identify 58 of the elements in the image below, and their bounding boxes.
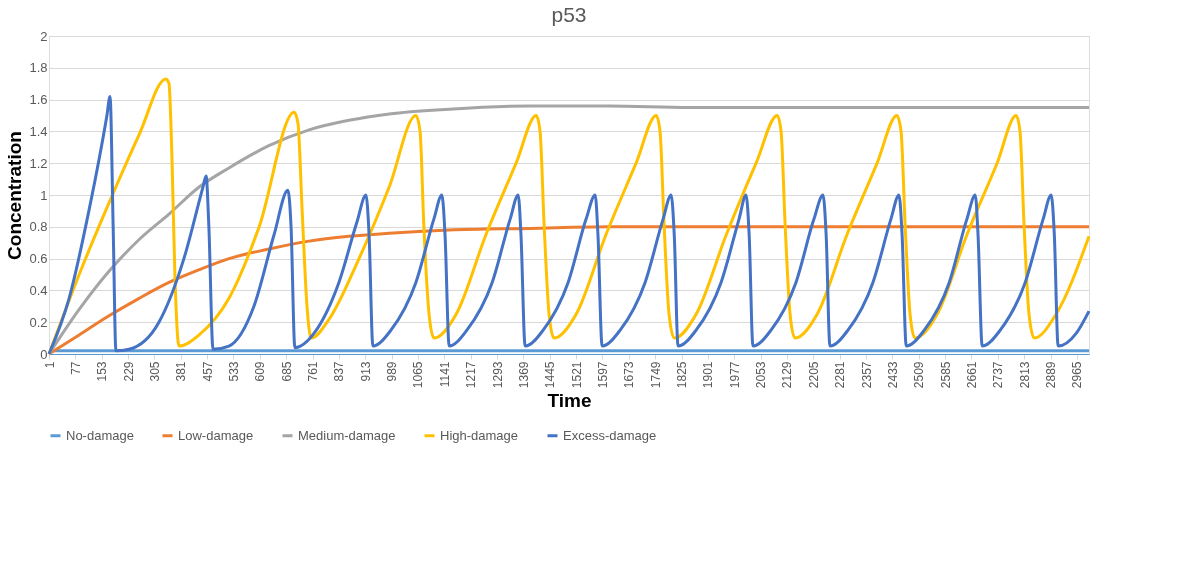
- x-tick-label: 2357: [859, 361, 874, 389]
- x-tick-label: 2585: [938, 361, 953, 389]
- x-tick-label: 1977: [727, 361, 742, 389]
- legend-label: No-damage: [66, 427, 134, 443]
- y-tick-label: 0.6: [29, 251, 48, 267]
- x-tick-label: 305: [147, 361, 162, 382]
- y-tick-label: 0.4: [29, 282, 48, 298]
- y-tick-label: 2: [40, 28, 48, 44]
- x-tick-label: 2433: [885, 361, 900, 389]
- x-tick-label: 2053: [754, 361, 769, 389]
- x-tick-label: 1217: [464, 361, 479, 389]
- x-tick-label: 2889: [1044, 361, 1059, 389]
- x-tick-label: 1597: [595, 361, 610, 389]
- x-tick-label: 229: [121, 361, 136, 382]
- x-tick-label: 2965: [1070, 361, 1085, 389]
- y-tick-label: 1: [40, 187, 48, 203]
- x-tick-label: 2205: [806, 361, 821, 389]
- x-tick-label: 609: [253, 361, 268, 382]
- legend-label: High-damage: [440, 427, 519, 443]
- x-tick-label: 1141: [437, 361, 452, 388]
- x-tick-label: 1293: [490, 361, 505, 389]
- x-tick-label: 533: [226, 361, 241, 382]
- x-tick-label: 837: [332, 361, 347, 382]
- legend-label: Low-damage: [178, 427, 254, 443]
- x-tick-label: 1825: [675, 361, 690, 389]
- x-tick-label: 1521: [569, 361, 584, 389]
- x-tick-label: 761: [306, 361, 321, 382]
- x-tick-label: 2813: [1017, 361, 1032, 389]
- x-tick-label: 1673: [622, 361, 637, 389]
- x-tick-label: 2509: [912, 361, 927, 389]
- legend-label: Excess-damage: [563, 427, 657, 443]
- x-tick-label: 913: [358, 361, 373, 382]
- y-tick-label: 0.8: [29, 219, 48, 235]
- x-tick-label: 457: [200, 361, 215, 382]
- y-tick-label: 1.4: [29, 123, 48, 139]
- x-tick-label: 989: [385, 361, 400, 382]
- x-axis-title: Time: [547, 390, 592, 412]
- y-tick-label: 1.8: [29, 60, 48, 76]
- x-tick-label: 1445: [543, 361, 558, 389]
- x-tick-label: 2661: [964, 361, 979, 389]
- x-tick-label: 1749: [648, 361, 663, 389]
- chart-title: p53: [551, 3, 587, 26]
- legend-label: Medium-damage: [298, 427, 396, 443]
- x-tick-label: 1065: [411, 361, 426, 389]
- x-tick-label: 2129: [780, 361, 795, 389]
- x-tick-label: 2281: [833, 361, 848, 389]
- x-tick-label: 381: [174, 361, 189, 382]
- x-tick-label: 153: [95, 361, 110, 382]
- y-tick-label: 1.2: [29, 155, 48, 171]
- x-tick-label: 685: [279, 361, 294, 382]
- x-tick-label: 2737: [991, 361, 1006, 389]
- x-tick-label: 77: [68, 361, 83, 375]
- x-tick-label: 1369: [516, 361, 531, 389]
- y-tick-label: 0: [40, 346, 48, 362]
- y-axis-title: Concentration: [4, 131, 26, 260]
- x-tick-label: 1901: [701, 361, 716, 389]
- y-tick-label: 1.6: [29, 92, 48, 108]
- y-tick-label: 0.2: [29, 314, 48, 330]
